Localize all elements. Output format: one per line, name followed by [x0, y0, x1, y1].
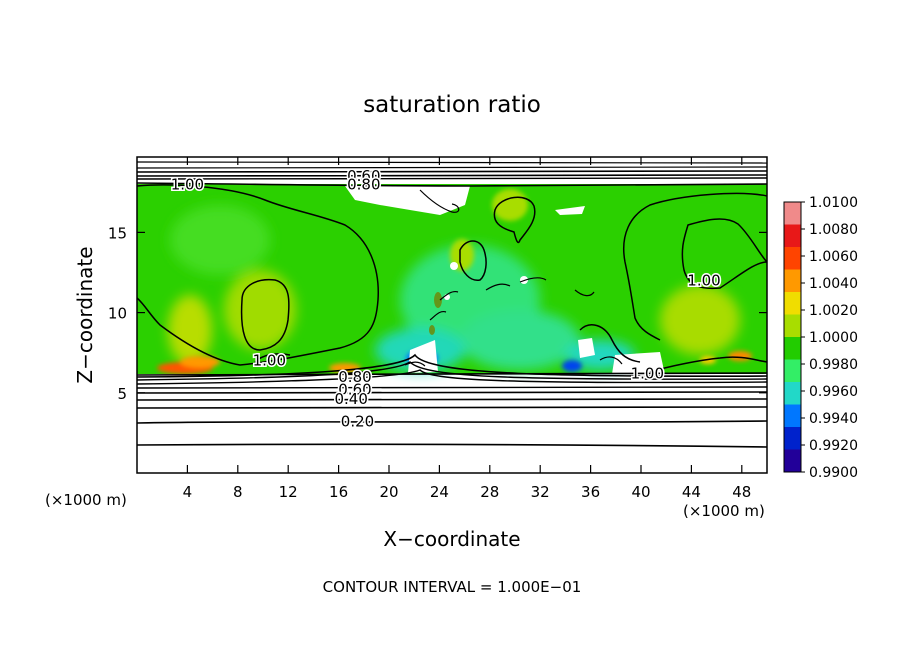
contour-label: 0.60: [347, 167, 380, 185]
x-tick-label: 36: [581, 483, 600, 501]
colorbar-label: 1.0060: [809, 249, 858, 265]
contour-label: 1.00: [631, 365, 664, 383]
colorbar-label: 1.0080: [809, 222, 858, 238]
x-tick-label: 4: [183, 483, 193, 501]
colorbar-swatch: [784, 449, 801, 473]
x-tick-label: 24: [430, 483, 449, 501]
x-tick-label: 16: [329, 483, 348, 501]
contour-label: 0.80: [338, 368, 371, 386]
contour-interval-note: CONTOUR INTERVAL = 1.000E−01: [323, 578, 582, 596]
contour-label: 0.60: [338, 381, 371, 399]
x-tick-label: 32: [531, 483, 550, 501]
colorbar-swatch: [784, 292, 801, 315]
y-axis: 5 10 15: [108, 224, 767, 403]
lower-contours: [137, 353, 767, 448]
contour-label: 0.20: [341, 413, 374, 431]
colorbar-label: 1.0040: [809, 276, 858, 292]
saturation-contours: [137, 184, 767, 373]
colorbar-swatch: [784, 404, 801, 428]
colorbar-label: 1.0020: [809, 303, 858, 319]
x-unit-left: (×1000 m): [45, 491, 127, 509]
colorbar-swatch: [784, 314, 801, 338]
colorbar-swatch: [784, 337, 801, 360]
contour-label: 0.40: [334, 390, 367, 408]
x-tick-label: 44: [682, 483, 701, 501]
upper-contours: [137, 161, 767, 187]
x-tick-label: 48: [732, 483, 751, 501]
contour-label: 1.00: [253, 352, 286, 370]
colorbar-label: 0.9980: [809, 357, 858, 373]
contour-label: 0.80: [347, 175, 380, 193]
x-axis-label: X−coordinate: [383, 527, 520, 551]
colorbar-label: 0.9960: [809, 384, 858, 400]
colorbar: 1.0100 1.0080 1.0060 1.0040 1.0020 1.0000 0.99…: [783, 195, 858, 481]
colorbar-swatch: [784, 427, 801, 450]
x-tick-label: 20: [379, 483, 398, 501]
chart-title: saturation ratio: [363, 92, 541, 118]
colorbar-swatch: [784, 269, 801, 293]
colorbar-label: 0.9920: [809, 438, 858, 454]
contour-label: 1.00: [171, 175, 204, 193]
colorbar-label: 1.0100: [809, 195, 858, 211]
y-tick-label: 10: [108, 305, 127, 323]
colorbar-label: 0.9940: [809, 411, 858, 427]
unsaturated-patches: [345, 186, 665, 375]
x-tick-label: 12: [279, 483, 298, 501]
y-tick-label: 15: [108, 224, 127, 242]
x-tick-label: 40: [631, 483, 650, 501]
colorbar-label: 0.9900: [809, 465, 858, 481]
plot-area: [137, 157, 767, 473]
colorbar-swatch: [784, 382, 801, 405]
x-tick-label: 8: [233, 483, 243, 501]
x-axis: 4 8 12 16 20 24 28 32 36 40 44 48: [183, 157, 751, 501]
x-unit-right: (×1000 m): [683, 502, 765, 520]
plot-frame: [136, 156, 768, 474]
colorbar-swatch: [784, 202, 801, 225]
colorbar-swatch: [784, 224, 801, 248]
y-axis-label: Z−coordinate: [73, 246, 97, 383]
x-tick-label: 28: [480, 483, 499, 501]
y-tick-label: 5: [117, 385, 127, 403]
colorbar-swatch: [784, 247, 801, 270]
contour-labels: 0.600.801.001.001.001.000.800.600.400.20: [169, 166, 722, 432]
contour-label: 1.00: [687, 272, 720, 290]
colorbar-label: 1.0000: [809, 330, 858, 346]
colorbar-swatch: [784, 359, 801, 383]
